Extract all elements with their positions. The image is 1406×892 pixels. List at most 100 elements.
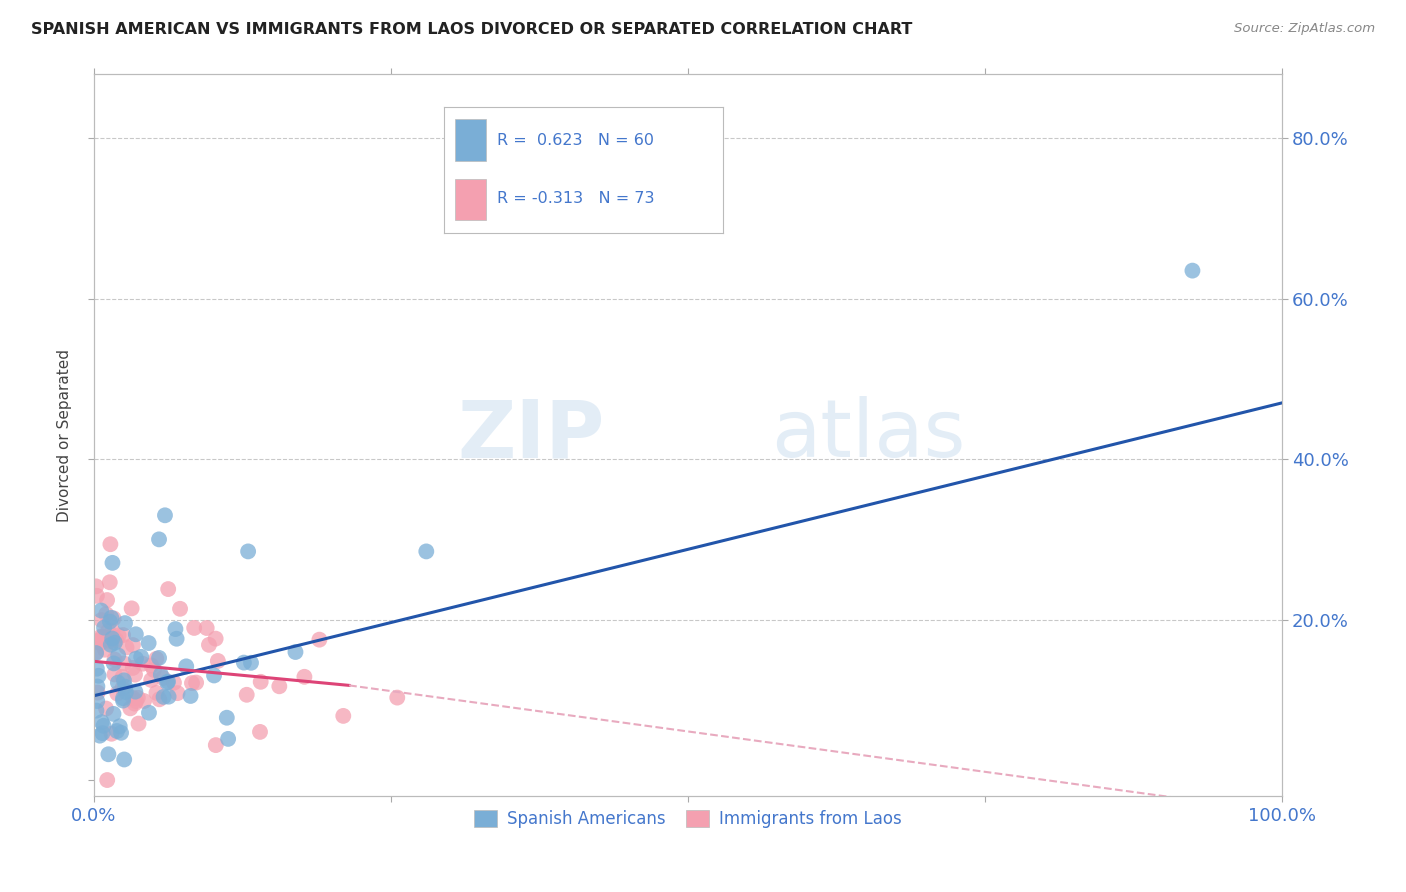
Point <box>94 642 117 657</box>
Point <box>141 673 163 687</box>
Point <box>86 662 108 676</box>
Point <box>103 657 125 671</box>
Point <box>97 747 120 762</box>
Point <box>100 634 122 648</box>
Point <box>90 636 112 650</box>
Point <box>115 640 138 655</box>
Text: SPANISH AMERICAN VS IMMIGRANTS FROM LAOS DIVORCED OR SEPARATED CORRELATION CHART: SPANISH AMERICAN VS IMMIGRANTS FROM LAOS… <box>31 22 912 37</box>
Point <box>143 663 166 677</box>
Point <box>91 726 114 740</box>
Point <box>105 633 128 648</box>
Point <box>131 657 153 671</box>
Point <box>249 674 271 689</box>
Point <box>332 709 354 723</box>
Point <box>148 692 170 706</box>
Point <box>97 624 120 638</box>
Point <box>90 613 112 627</box>
Point <box>100 638 122 652</box>
Point <box>91 630 114 644</box>
Point <box>115 685 138 699</box>
Point <box>181 676 204 690</box>
Text: atlas: atlas <box>770 396 965 474</box>
Point <box>107 675 129 690</box>
Point <box>269 679 291 693</box>
Point <box>207 654 229 668</box>
Point <box>86 589 108 603</box>
Point <box>153 508 176 523</box>
Point <box>180 689 202 703</box>
Point <box>415 544 437 558</box>
Point <box>128 716 150 731</box>
Point <box>217 731 239 746</box>
Point <box>110 726 132 740</box>
Point <box>103 652 125 666</box>
Point <box>152 690 174 704</box>
Point <box>112 628 135 642</box>
Point <box>112 657 135 671</box>
Point <box>166 632 188 646</box>
Point <box>100 611 122 625</box>
Point <box>235 688 257 702</box>
Point <box>240 656 263 670</box>
Point <box>84 645 107 659</box>
Point <box>195 621 218 635</box>
Point <box>141 658 163 673</box>
Point <box>184 675 207 690</box>
Point <box>101 624 124 639</box>
Point <box>111 691 134 706</box>
Point <box>249 725 271 739</box>
Point <box>152 671 174 685</box>
Point <box>100 537 122 551</box>
Point <box>183 621 205 635</box>
Point <box>122 638 145 652</box>
Point <box>111 681 134 696</box>
Point <box>84 579 107 593</box>
Point <box>84 633 107 648</box>
Point <box>125 694 148 708</box>
Point <box>174 659 197 673</box>
Point <box>127 690 149 705</box>
Point <box>87 634 110 648</box>
Point <box>107 628 129 642</box>
Point <box>308 632 330 647</box>
Point <box>104 636 127 650</box>
Point <box>96 772 118 787</box>
Point <box>124 684 146 698</box>
Point <box>93 621 115 635</box>
Point <box>232 656 254 670</box>
Point <box>166 686 188 700</box>
Point <box>129 649 152 664</box>
Point <box>107 648 129 663</box>
Point <box>105 687 128 701</box>
Point <box>236 544 259 558</box>
Point <box>114 680 136 694</box>
Point <box>145 652 167 666</box>
Point <box>122 691 145 706</box>
Point <box>165 622 187 636</box>
Point <box>103 667 125 681</box>
Point <box>112 673 135 688</box>
Point <box>121 661 143 675</box>
Legend: Spanish Americans, Immigrants from Laos: Spanish Americans, Immigrants from Laos <box>467 803 908 835</box>
Point <box>1181 263 1204 277</box>
Point <box>86 685 108 699</box>
Point <box>111 670 134 684</box>
Point <box>96 607 118 622</box>
Point <box>148 533 170 547</box>
Point <box>103 611 125 625</box>
Point <box>125 627 148 641</box>
Point <box>148 651 170 665</box>
Point <box>103 630 125 644</box>
Point <box>138 636 160 650</box>
Text: Source: ZipAtlas.com: Source: ZipAtlas.com <box>1234 22 1375 36</box>
Point <box>114 616 136 631</box>
Y-axis label: Divorced or Separated: Divorced or Separated <box>58 349 72 522</box>
Point <box>294 670 316 684</box>
Point <box>145 686 167 700</box>
Point <box>125 651 148 665</box>
Point <box>108 719 131 733</box>
Point <box>204 738 226 752</box>
Point <box>96 593 118 607</box>
Point <box>132 694 155 708</box>
Point <box>124 667 146 681</box>
